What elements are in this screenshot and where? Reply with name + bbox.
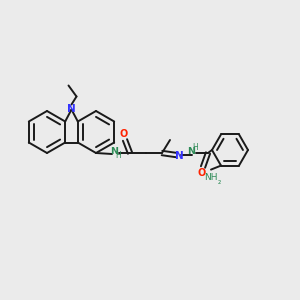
Text: N: N — [175, 151, 183, 161]
Text: N: N — [110, 146, 118, 155]
Text: O: O — [120, 129, 128, 139]
Text: H: H — [192, 143, 198, 152]
Text: H: H — [116, 151, 122, 160]
Text: O: O — [198, 168, 206, 178]
Text: ₂: ₂ — [218, 177, 220, 186]
Text: N: N — [188, 146, 196, 155]
Text: N: N — [67, 104, 76, 114]
Text: NH: NH — [204, 173, 218, 182]
